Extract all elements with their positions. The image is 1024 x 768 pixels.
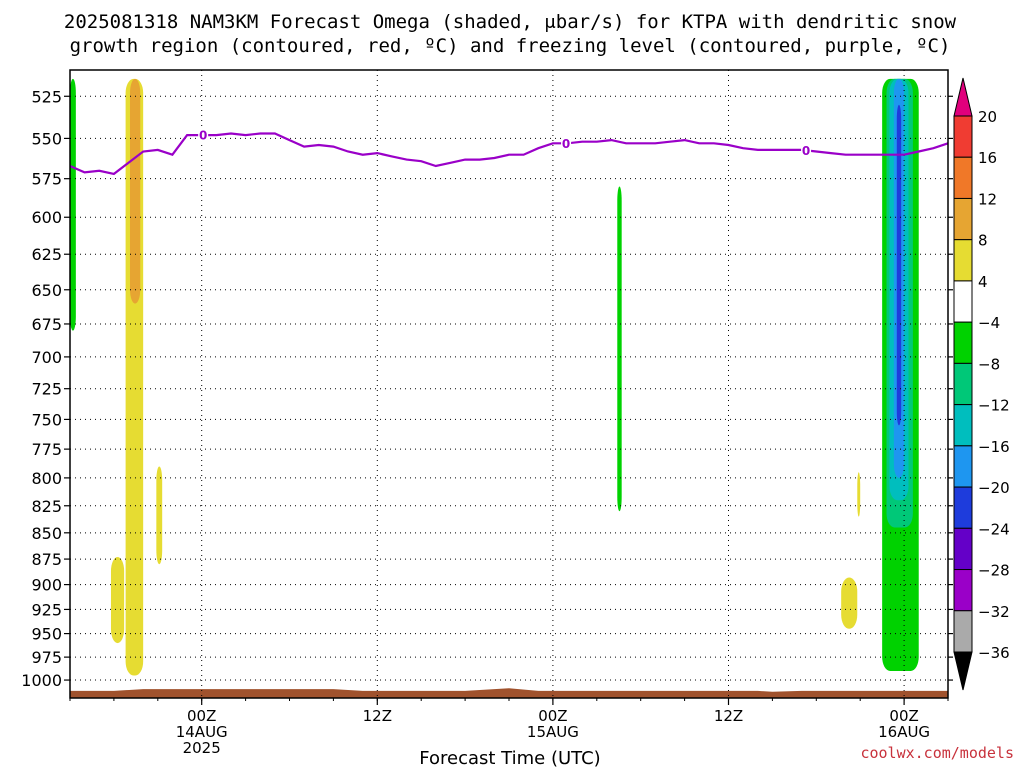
colorbar-segment-1 <box>953 115 973 158</box>
colorbar-segment-5 <box>953 280 973 323</box>
x-tick-label-6-3: 2025 <box>183 739 221 757</box>
colorbar-segment-3 <box>953 197 973 241</box>
y-tick-label-675: 675 <box>31 315 62 334</box>
colorbar-tick-label-4: 4 <box>978 273 988 291</box>
omega-region-green-streak-e <box>617 186 622 512</box>
y-tick-label-875: 875 <box>31 550 62 569</box>
colorbar-tick-label-1: 16 <box>978 149 997 167</box>
omega-region-yellow-streak-c <box>156 466 163 565</box>
freezing-level-label-bg-2 <box>801 143 812 158</box>
x-tick-label-30-2: 15AUG <box>527 723 579 741</box>
omega-region-yellow-blob-b <box>110 557 125 644</box>
colorbar-tick-label-12: −32 <box>978 603 1010 621</box>
freezing-level-label-2: 0 <box>802 144 810 158</box>
y-tick-label-525: 525 <box>31 87 62 106</box>
colorbar-segment-13 <box>953 610 973 653</box>
colorbar-segment-11 <box>953 527 973 571</box>
y-tick-label-950: 950 <box>31 625 62 644</box>
y-tick-label-575: 575 <box>31 170 62 189</box>
y-tick-label-750: 750 <box>31 410 62 429</box>
y-tick-label-650: 650 <box>31 281 62 300</box>
freezing-level-label-bg-0 <box>198 128 209 143</box>
x-tick-label-18-1: 12Z <box>363 707 392 725</box>
colorbar-tick-label-5: −4 <box>978 314 1000 332</box>
y-tick-label-1000: 1000 <box>21 671 62 690</box>
colorbar-segment-9 <box>953 445 973 488</box>
colorbar-tick-label-6: −8 <box>978 355 1000 373</box>
colorbar-segment-7 <box>953 362 973 406</box>
x-tick-label-6-1: 00Z <box>187 707 216 725</box>
credit-text: coolwx.com/models <box>860 744 1014 762</box>
y-tick-label-600: 600 <box>31 208 62 227</box>
plot-inner: 0 0 0 <box>70 70 948 698</box>
x-tick-label-6-2: 14AUG <box>176 723 228 741</box>
y-tick-label-775: 775 <box>31 440 62 459</box>
colorbar-tick-label-3: 8 <box>978 232 988 250</box>
colorbar-segment-8 <box>953 404 973 447</box>
y-tick-label-825: 825 <box>31 497 62 516</box>
omega-region-yellow-streak-g <box>857 472 861 517</box>
y-tick-label-800: 800 <box>31 469 62 488</box>
freezing-level-label-0: 0 <box>199 129 207 143</box>
y-tick-label-625: 625 <box>31 245 62 264</box>
x-tick-label-54-2: 16AUG <box>878 723 930 741</box>
colorbar-segment-12 <box>953 569 973 612</box>
y-tick-label-700: 700 <box>31 348 62 367</box>
colorbar-bottom-triangle <box>953 651 973 691</box>
x-tick-label-54-1: 00Z <box>889 707 918 725</box>
omega-region-blue-core-h <box>896 104 902 426</box>
colorbar-segment-2 <box>953 156 973 199</box>
colorbar-segment-6 <box>953 321 973 364</box>
chart-title-line-2: growth region (contoured, red, ºC) and f… <box>70 35 951 57</box>
colorbar-tick-label-11: −28 <box>978 562 1010 580</box>
omega-region-yellow-blob-f <box>841 577 858 629</box>
x-axis-label: Forecast Time (UTC) <box>419 748 600 768</box>
colorbar-segment-10 <box>953 486 973 529</box>
y-tick-label-550: 550 <box>31 129 62 148</box>
y-tick-label-975: 975 <box>31 648 62 667</box>
colorbar-segment-4 <box>953 239 973 282</box>
y-tick-label-925: 925 <box>31 600 62 619</box>
y-tick-label-725: 725 <box>31 380 62 399</box>
omega-region-orange-core-a <box>129 78 141 304</box>
colorbar-tick-label-9: −20 <box>978 479 1010 497</box>
y-tick-label-900: 900 <box>31 576 62 595</box>
chart-title-line-1: 2025081318 NAM3KM Forecast Omega (shaded… <box>64 11 957 33</box>
freezing-level-label-bg-1 <box>561 136 572 151</box>
colorbar-tick-label-7: −12 <box>978 397 1010 415</box>
colorbar-tick-label-2: 12 <box>978 190 997 208</box>
omega-region-green-edge-d <box>70 78 76 331</box>
y-tick-label-850: 850 <box>31 524 62 543</box>
colorbar-tick-label-10: −24 <box>978 520 1010 538</box>
colorbar-tick-label-8: −16 <box>978 438 1010 456</box>
colorbar-tick-label-0: 20 <box>978 108 997 126</box>
colorbar: 20 16 12 8 4 −4 −8 −12 −16 −20 −24 −28 −32 −36 <box>953 77 1010 691</box>
colorbar-tick-label-13: −36 <box>978 644 1010 662</box>
x-tick-label-42-1: 12Z <box>714 707 743 725</box>
freezing-level-label-1: 0 <box>562 137 570 151</box>
x-tick-label-30-1: 00Z <box>538 707 567 725</box>
plot-area: 0 0 0 525 550 575 600 625 650 675 700 725 750 775 800 8… <box>21 69 953 757</box>
